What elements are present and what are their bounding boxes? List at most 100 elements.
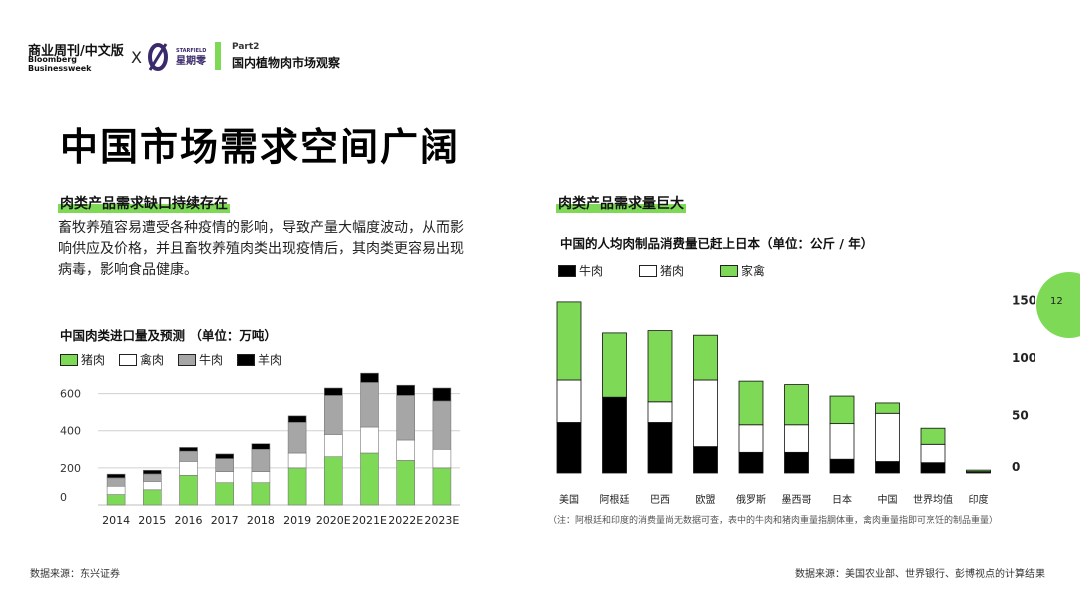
bar-segment [738, 380, 764, 426]
bar-segment [738, 451, 764, 474]
y-tick-label: 600 [60, 388, 81, 401]
bar-segment [556, 422, 582, 474]
bar-segment [829, 395, 855, 425]
bar-segment [106, 477, 126, 487]
x-tick-label: 2018 [247, 514, 275, 527]
legend-swatch-beef [178, 353, 197, 366]
x-tick-label: 俄罗斯 [736, 493, 766, 506]
bar-segment [179, 461, 198, 476]
partner-logo: STARFIELD 星期零 [146, 40, 214, 74]
page-title: 中国市场需求空间广阔 [60, 125, 461, 169]
bar-segment [106, 494, 126, 506]
bar-segment [693, 446, 718, 474]
bar-segment [287, 422, 307, 454]
bar-segment [432, 467, 452, 506]
left-chart-legend: 猪肉 禽肉 牛肉 羊肉 [60, 351, 296, 368]
bar-segment [432, 400, 452, 450]
legend-label-mutton: 羊肉 [258, 353, 283, 367]
bar-segment [920, 427, 946, 445]
x-tick-label: 印度 [969, 493, 989, 506]
bar-segment [360, 382, 379, 428]
partner-cn: 星期零 [176, 54, 207, 67]
x-tick-label: 欧盟 [696, 494, 716, 506]
bar-segment [251, 471, 271, 484]
bar-segment [738, 424, 764, 453]
x-tick-label: 日本 [832, 493, 852, 506]
bar-segment [647, 401, 673, 423]
bar-segment [215, 471, 234, 484]
legend-label-beef-r: 牛肉 [579, 264, 604, 278]
page-number: 12 [1050, 296, 1063, 307]
bar-segment [179, 474, 198, 506]
bar-segment [323, 395, 343, 435]
legend-item-beef: 牛肉 [178, 351, 223, 368]
bar-segment [287, 415, 307, 423]
bar-segment [215, 482, 234, 506]
bar-segment [647, 422, 673, 474]
x-tick-label: 2019 [283, 514, 311, 527]
bar-segment [920, 462, 946, 474]
bar-segment [829, 458, 855, 474]
brand-separator: X [131, 48, 142, 67]
x-tick-label: 墨西哥 [782, 494, 812, 506]
x-tick-label: 阿根廷 [600, 493, 630, 506]
right-source: 数据来源：美国农业部、世界银行、彭博视点的计算结果 [795, 569, 1045, 580]
bar-segment [360, 372, 379, 383]
right-chart-legend: 牛肉 猪肉 家禽 [558, 262, 779, 279]
bar-segment [875, 412, 900, 462]
part-title: 国内植物肉市场观察 [232, 56, 341, 70]
bar-segment [556, 301, 582, 381]
legend-swatch-pork-r [639, 264, 658, 277]
part-accent-bar [215, 42, 221, 70]
x-tick-label: 2014 [102, 514, 130, 527]
right-subtitle: 肉类产品需求量巨大 [556, 193, 686, 213]
bar-segment [106, 473, 126, 479]
legend-label-pork-r: 猪肉 [660, 264, 685, 278]
x-tick-label: 2022E [388, 514, 423, 527]
left-source: 数据来源：东兴证券 [30, 569, 120, 580]
starfield-logo-icon [148, 43, 168, 71]
x-tick-label: 美国 [559, 493, 579, 506]
x-tick-label: 2021E [352, 514, 387, 527]
legend-swatch-beef-r [558, 264, 576, 277]
legend-swatch-pork [60, 353, 78, 366]
bar-segment [143, 489, 162, 506]
bar-segment [287, 467, 307, 506]
bar-segment [875, 402, 900, 414]
bar-segment [251, 443, 271, 450]
left-chart-title: 中国肉类进口量及预测 （单位：万吨） [60, 328, 277, 343]
bar-segment [215, 458, 234, 472]
legend-label-pork: 猪肉 [81, 353, 106, 367]
bar-segment [323, 434, 343, 458]
bar-segment [602, 332, 627, 398]
y-tick-label: 100 [1012, 351, 1035, 365]
bar-segment [432, 448, 452, 469]
bar-segment [106, 485, 126, 495]
bar-segment [784, 451, 809, 474]
x-tick-label: 巴西 [650, 494, 670, 506]
bar-segment [323, 387, 343, 396]
legend-swatch-poultry-r [720, 264, 739, 277]
y-tick-label: 400 [60, 425, 81, 438]
bar-segment [143, 473, 162, 482]
bar-segment [396, 439, 416, 461]
legend-label-poultry-r: 家禽 [741, 264, 766, 278]
y-tick-label: 50 [1012, 409, 1029, 423]
bar-segment [784, 384, 809, 426]
left-subtitle: 肉类产品需求缺口持续存在 [58, 193, 230, 213]
legend-item-pork: 猪肉 [60, 351, 105, 368]
legend-label-poultry: 禽肉 [140, 353, 165, 367]
x-tick-label: 2023E [424, 514, 459, 527]
bar-segment [396, 460, 416, 506]
bar-segment [966, 469, 991, 473]
bar-segment [179, 447, 198, 452]
legend-item-poultry: 禽肉 [119, 351, 164, 368]
legend-label-beef: 牛肉 [199, 353, 224, 367]
bar-segment [693, 334, 718, 381]
bar-segment [784, 424, 809, 453]
bar-segment [396, 384, 416, 396]
x-tick-label: 2015 [138, 514, 166, 527]
partner-en: STARFIELD [176, 48, 206, 54]
y-tick-label: 0 [1012, 460, 1020, 474]
x-tick-label: 世界均值 [913, 493, 953, 506]
